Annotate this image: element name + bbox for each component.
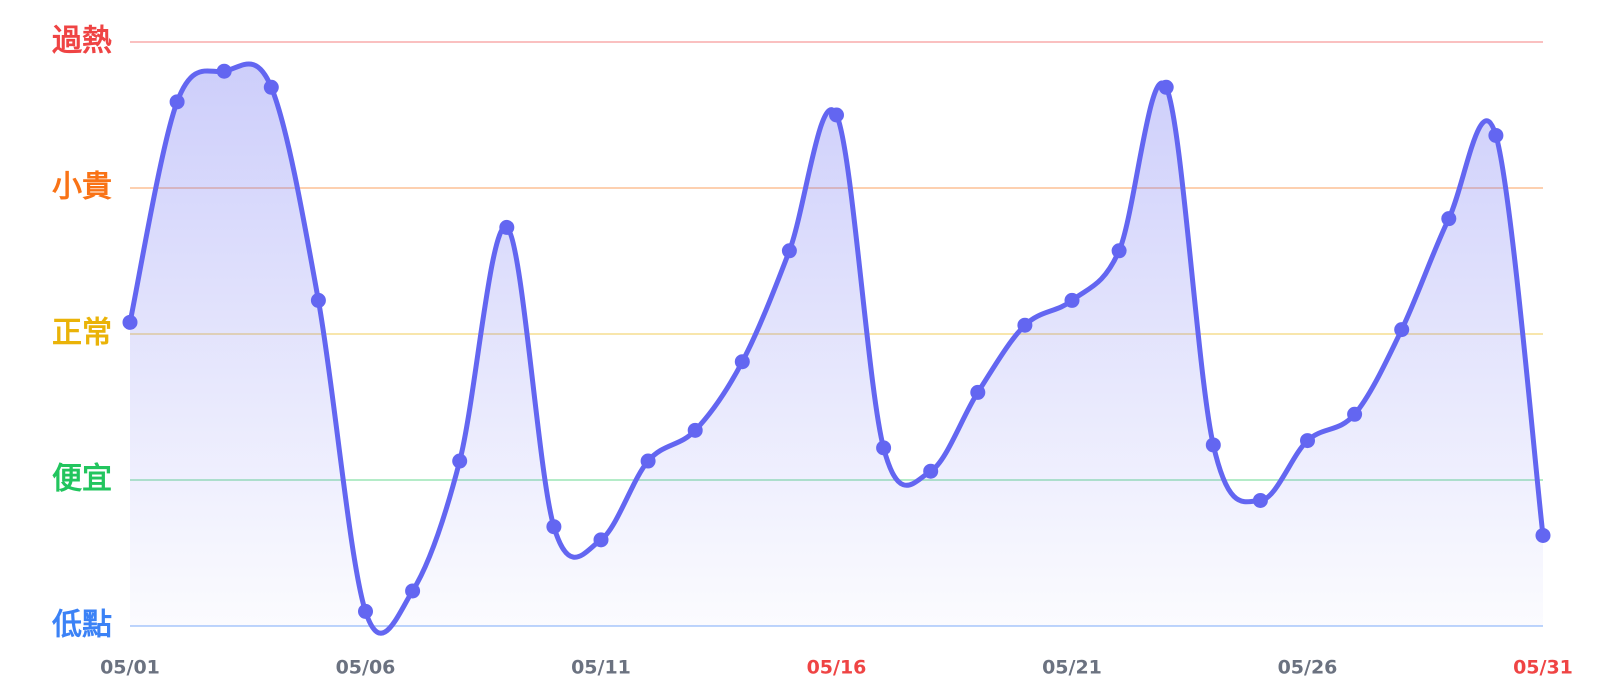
y-tick-label: 便宜 <box>52 462 112 497</box>
point <box>1394 322 1410 338</box>
point <box>358 603 373 619</box>
area <box>130 63 1543 634</box>
point <box>1205 437 1221 453</box>
point <box>169 94 185 110</box>
x-tick-label: 05/06 <box>336 657 396 679</box>
point <box>1252 492 1268 508</box>
point <box>546 519 562 535</box>
x-tick-label: 05/31 <box>1513 657 1573 679</box>
point <box>781 243 797 259</box>
point <box>1488 127 1504 143</box>
point <box>1064 292 1080 308</box>
point <box>640 453 656 469</box>
point <box>1535 527 1551 543</box>
point <box>734 354 750 370</box>
point <box>499 219 515 235</box>
x-tick-label: 05/26 <box>1278 657 1338 679</box>
y-tick-label: 正常 <box>52 316 112 351</box>
point <box>687 422 703 438</box>
point <box>452 453 468 469</box>
point <box>923 463 939 479</box>
x-tick-label: 05/01 <box>100 657 160 679</box>
point <box>310 292 326 308</box>
point <box>1111 243 1127 259</box>
point <box>216 63 232 79</box>
x-tick-label: 05/16 <box>807 657 867 679</box>
y-tick-label: 小貴 <box>52 170 112 205</box>
y-tick-label: 低點 <box>51 608 112 643</box>
point <box>829 107 844 123</box>
y-tick-label: 過熱 <box>52 24 112 59</box>
point <box>1300 433 1315 449</box>
point <box>593 532 609 548</box>
point <box>970 384 986 400</box>
point <box>122 314 138 330</box>
point <box>1441 211 1457 227</box>
point <box>876 440 892 456</box>
point <box>1158 79 1174 95</box>
point <box>1347 406 1363 422</box>
point <box>1017 317 1033 333</box>
point <box>405 583 421 599</box>
point <box>263 79 279 95</box>
x-tick-label: 05/11 <box>571 657 631 679</box>
x-tick-label: 05/21 <box>1042 657 1102 679</box>
